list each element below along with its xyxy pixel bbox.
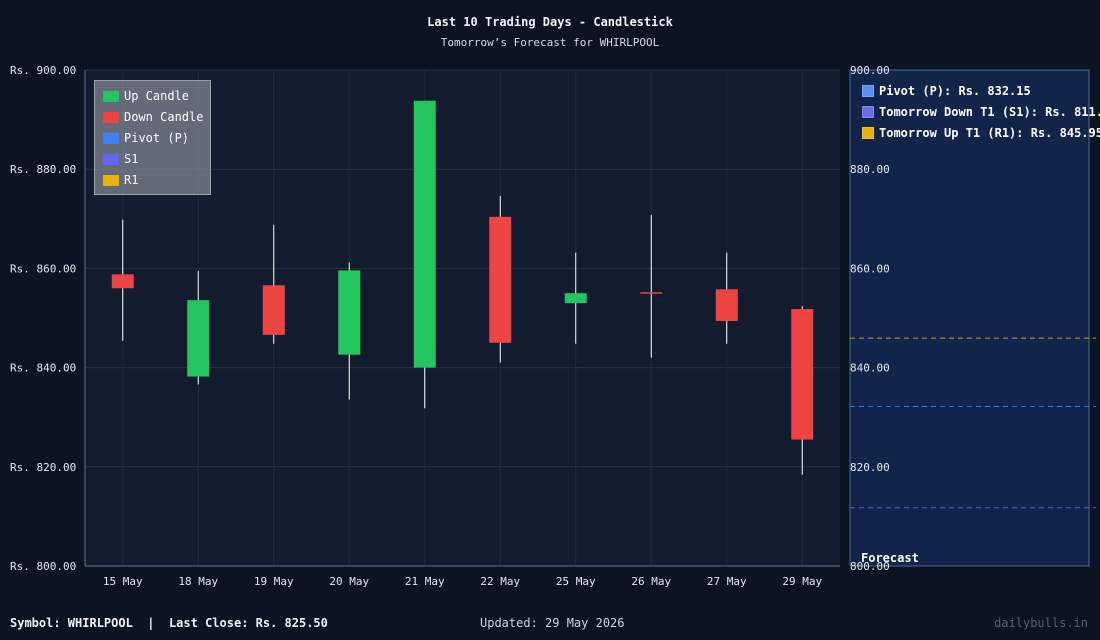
forecast-level-s1: Tomorrow Down T1 (S1): Rs. 811.75 [862,101,1100,122]
candle-body [262,285,285,335]
legend-label: Pivot (P) [124,131,190,145]
legend-swatch-up [103,90,119,102]
x-tick-label: 21 May [405,575,445,588]
y-tick-label-right: 840.00 [850,362,890,375]
legend-item-r1: R1 [103,173,138,187]
x-tick-label: 19 May [254,575,294,588]
forecast-level-label: Tomorrow Up T1 (R1): Rs. 845.95 [879,125,1100,140]
forecast-level-r1: Tomorrow Up T1 (R1): Rs. 845.95 [862,122,1100,143]
candle-body [791,309,814,440]
legend-label: R1 [124,173,139,187]
legend-swatch-pivot [103,132,119,144]
y-tick-label-right: 880.00 [850,163,890,176]
x-tick-label: 29 May [782,575,822,588]
pivot-swatch [862,84,874,97]
forecast-level-label: Pivot (P): Rs. 832.15 [879,83,1031,98]
candle-body [187,300,210,377]
candle-body [640,292,663,294]
footer-symbol-info: Symbol: WHIRLPOOL | Last Close: Rs. 825.… [10,616,328,630]
candle-body [111,274,134,289]
legend-item-s1: S1 [103,152,138,166]
legend-item-up-candle: Up Candle [103,89,189,103]
y-tick-label-right: 820.00 [850,461,890,474]
r1-swatch [862,126,874,139]
legend-label: Up Candle [124,89,190,103]
candle-body [413,100,436,368]
forecast-level-pivot: Pivot (P): Rs. 832.15 [862,80,1100,101]
legend-swatch-s1 [103,153,119,165]
legend-label: Down Candle [124,110,204,124]
candle-body [338,270,361,355]
forecast-level-label: Tomorrow Down T1 (S1): Rs. 811.75 [879,104,1100,119]
candle-body [715,289,738,321]
forecast-levels-legend: Pivot (P): Rs. 832.15 Tomorrow Down T1 (… [862,80,1100,143]
forecast-panel-label: Forecast [861,551,919,565]
footer-updated: Updated: 29 May 2026 [480,616,625,630]
x-tick-label: 26 May [631,575,671,588]
y-tick-label-right: 860.00 [850,262,890,275]
legend-swatch-down [103,111,119,123]
chart-subtitle: Tomorrow’s Forecast for WHIRLPOOL [440,36,660,49]
y-tick-label: Rs. 900.00 [10,64,76,77]
y-tick-label: Rs. 840.00 [10,362,76,375]
legend-item-down-candle: Down Candle [103,110,203,124]
x-tick-label: 15 May [103,575,143,588]
x-tick-label: 18 May [178,575,218,588]
legend-swatch-r1 [103,174,119,186]
x-tick-label: 22 May [480,575,520,588]
forecast-panel [849,69,1090,567]
s1-swatch [862,105,874,118]
chart-title: Last 10 Trading Days - Candlestick [427,15,673,29]
candle-body [489,216,512,343]
x-tick-label: 25 May [556,575,596,588]
y-tick-label: Rs. 800.00 [10,560,76,573]
x-tick-label: 20 May [329,575,369,588]
x-tick-label: 27 May [707,575,747,588]
y-tick-label-right: 800.00 [850,560,890,573]
candle-body [564,293,587,304]
legend-label: S1 [124,152,139,166]
y-tick-label: Rs. 860.00 [10,262,76,275]
y-tick-label-right: 900.00 [850,64,890,77]
y-tick-label: Rs. 820.00 [10,461,76,474]
legend-item-pivot: Pivot (P) [103,131,189,145]
y-tick-label: Rs. 880.00 [10,163,76,176]
chart-legend: Up Candle Down Candle Pivot (P) S1 R1 [94,80,211,195]
footer-watermark: dailybulls.in [994,616,1088,630]
